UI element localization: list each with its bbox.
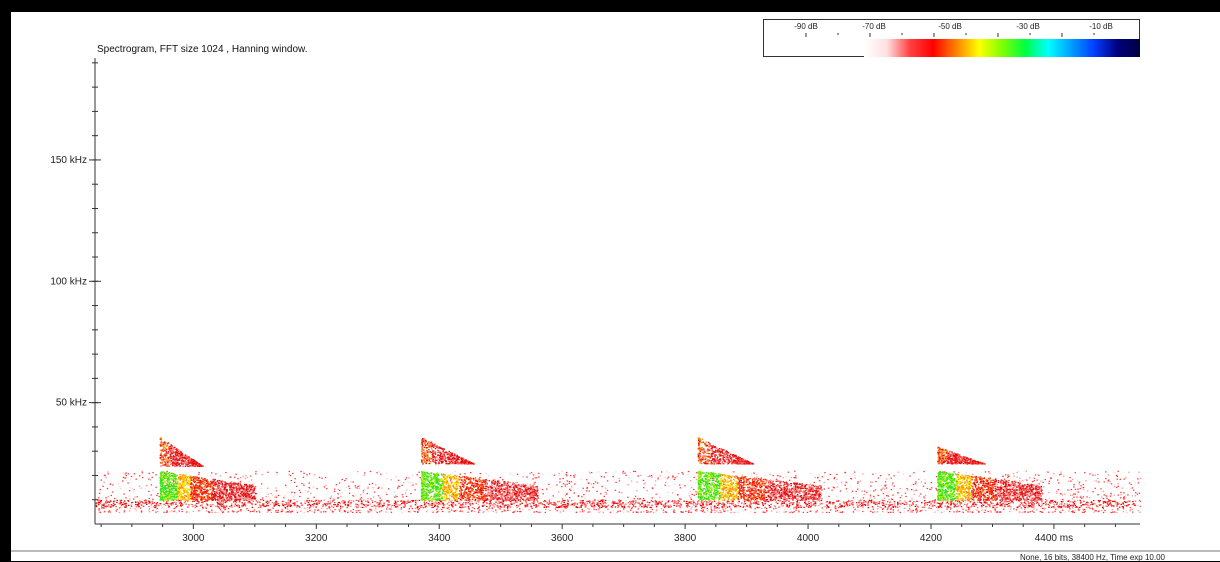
noise-layer [96,471,1142,513]
db-label: -50 dB [938,22,962,31]
db-label: -10 dB [1089,22,1113,31]
db-label: -90 dB [794,22,818,31]
x-tick-label: 3600 [551,533,574,544]
db-label: -70 dB [862,22,886,31]
x-tick-label: 4400 ms [1035,533,1073,544]
color-scale-bar: -90 dB -70 dB -50 dB -30 dB -10 dB [764,20,1141,58]
y-tick-label: 150 kHz [50,155,87,166]
x-tick-label: 3200 [305,533,328,544]
x-tick-label: 3400 [428,533,451,544]
x-tick-label: 4000 [797,533,820,544]
y-tick-label: 50 kHz [56,398,87,409]
color-scale-legend: -90 dB -70 dB -50 dB -30 dB -10 dB [763,19,1140,57]
y-tick-label: 100 kHz [50,276,87,287]
chart-title: Spectrogram, FFT size 1024 , Hanning win… [97,44,307,55]
x-tick-label: 3800 [674,533,697,544]
x-tick-label: 4200 [920,533,943,544]
x-tick-label: 3000 [182,533,205,544]
call-2 [421,438,539,501]
call-3 [697,437,822,501]
color-scale-gradient [864,39,1140,57]
db-label: -30 dB [1016,22,1040,31]
